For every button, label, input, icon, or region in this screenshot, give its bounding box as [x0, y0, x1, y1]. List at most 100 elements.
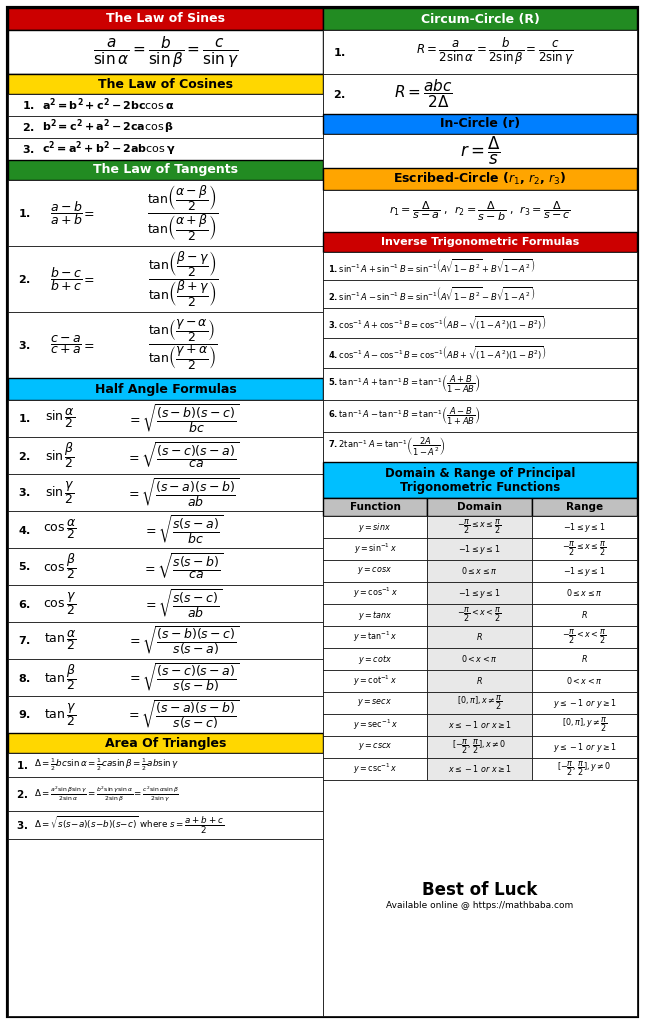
- Text: $\mathbf{5.}$: $\mathbf{5.}$: [18, 560, 31, 572]
- Text: $R = \dfrac{a}{2\sin\alpha} = \dfrac{b}{2\sin\beta} = \dfrac{c}{2\sin\gamma}$: $R = \dfrac{a}{2\sin\alpha} = \dfrac{b}{…: [416, 37, 574, 68]
- Text: $y = \sec^{-1}x$: $y = \sec^{-1}x$: [353, 718, 397, 732]
- Text: $R$: $R$: [581, 653, 588, 665]
- Text: $x \leq -1\ or\ x \geq 1$: $x \leq -1\ or\ x \geq 1$: [448, 720, 511, 730]
- Bar: [323, 338, 637, 368]
- Bar: [8, 400, 323, 437]
- Text: $\dfrac{c-a}{c+a}$: $\dfrac{c-a}{c+a}$: [50, 334, 82, 356]
- Text: $\mathbf{9.}$: $\mathbf{9.}$: [18, 709, 31, 721]
- Bar: [323, 582, 427, 604]
- Bar: [323, 168, 637, 190]
- Text: $=$: $=$: [81, 339, 95, 351]
- Text: $-\dfrac{\pi}{2} \leq x \leq \dfrac{\pi}{2}$: $-\dfrac{\pi}{2} \leq x \leq \dfrac{\pi}…: [562, 540, 607, 558]
- Text: $y \leq -1\ or\ y \geq 1$: $y \leq -1\ or\ y \geq 1$: [553, 740, 617, 754]
- Bar: [8, 777, 323, 811]
- Bar: [427, 736, 532, 758]
- Bar: [323, 74, 637, 114]
- Bar: [8, 8, 323, 30]
- Text: $= \sqrt{\dfrac{(s-b)(s-c)}{bc}}$: $= \sqrt{\dfrac{(s-b)(s-c)}{bc}}$: [127, 402, 239, 435]
- Text: In-Circle (r): In-Circle (r): [440, 118, 520, 130]
- Bar: [427, 582, 532, 604]
- Text: Domain: Domain: [457, 502, 502, 512]
- Text: $\mathbf{3.}$: $\mathbf{3.}$: [18, 486, 31, 499]
- Text: $y = \cos^{-1}x$: $y = \cos^{-1}x$: [353, 586, 397, 600]
- Text: $R$: $R$: [476, 632, 483, 642]
- Text: $-1 \leq y \leq 1$: $-1 \leq y \leq 1$: [458, 587, 501, 599]
- Text: $\dfrac{a}{\sin\alpha} = \dfrac{b}{\sin\beta} = \dfrac{c}{\sin\gamma}$: $\dfrac{a}{\sin\alpha} = \dfrac{b}{\sin\…: [93, 34, 239, 70]
- Bar: [323, 8, 325, 1016]
- Bar: [427, 758, 532, 780]
- Text: $y = cosx$: $y = cosx$: [357, 565, 393, 577]
- Text: $R$: $R$: [476, 676, 483, 686]
- Text: $\mathbf{2.}$: $\mathbf{2.}$: [22, 121, 35, 133]
- Text: $R = \dfrac{abc}{2\Delta}$: $R = \dfrac{abc}{2\Delta}$: [393, 78, 452, 111]
- Text: $0 \leq x \leq \pi$: $0 \leq x \leq \pi$: [461, 565, 498, 577]
- Bar: [323, 8, 637, 30]
- Text: $\Delta = \sqrt{s(s\!-\!a)(s\!-\!b)(s\!-\!c)}$ where $s = \dfrac{a+b+c}{2}$: $\Delta = \sqrt{s(s\!-\!a)(s\!-\!b)(s\!-…: [34, 814, 224, 836]
- Text: $\mathbf{6.}$: $\mathbf{6.}$: [18, 597, 31, 609]
- Bar: [532, 714, 637, 736]
- Text: $\mathbf{1.}$: $\mathbf{1.}$: [16, 759, 28, 771]
- Text: $\Delta = \frac{1}{2}bc\sin\alpha = \frac{1}{2}ca\sin\beta = \frac{1}{2}ab\sin\g: $\Delta = \frac{1}{2}bc\sin\alpha = \fra…: [34, 757, 179, 773]
- Bar: [427, 648, 532, 670]
- Bar: [323, 432, 637, 462]
- Bar: [8, 839, 323, 1016]
- Bar: [8, 30, 323, 74]
- Bar: [323, 190, 637, 232]
- Text: $= \sqrt{\dfrac{(s-b)(s-c)}{s(s-a)}}$: $= \sqrt{\dfrac{(s-b)(s-c)}{s(s-a)}}$: [126, 625, 239, 656]
- Bar: [323, 692, 427, 714]
- Bar: [8, 116, 323, 138]
- Text: $\mathbf{8.}$: $\mathbf{8.}$: [18, 672, 31, 683]
- Bar: [323, 538, 427, 560]
- Text: $\mathbf{6.}\tan^{-1}A-\tan^{-1}B=\tan^{-1}\!\left(\dfrac{A-B}{1+AB}\right)$: $\mathbf{6.}\tan^{-1}A-\tan^{-1}B=\tan^{…: [328, 406, 481, 427]
- Text: $\mathbf{3.}$: $\mathbf{3.}$: [22, 143, 35, 155]
- Text: $-\dfrac{\pi}{2} \leq x \leq \dfrac{\pi}{2}$: $-\dfrac{\pi}{2} \leq x \leq \dfrac{\pi}…: [457, 518, 502, 537]
- Text: $\mathbf{1.}\sin^{-1}A+\sin^{-1}B=\sin^{-1}\!\left(A\sqrt{1-B^2}+B\sqrt{1-A^2}\r: $\mathbf{1.}\sin^{-1}A+\sin^{-1}B=\sin^{…: [328, 257, 535, 274]
- Bar: [8, 733, 323, 753]
- Text: $= \sqrt{\dfrac{(s-c)(s-a)}{s(s-b)}}$: $= \sqrt{\dfrac{(s-c)(s-a)}{s(s-b)}}$: [127, 662, 239, 694]
- Bar: [323, 670, 427, 692]
- Bar: [8, 548, 323, 585]
- Text: $\mathbf{b^2 = c^2 + a^2 - 2ca\cos\beta}$: $\mathbf{b^2 = c^2 + a^2 - 2ca\cos\beta}…: [42, 118, 174, 136]
- Text: $\mathbf{c^2 = a^2 + b^2 - 2ab\cos\gamma}$: $\mathbf{c^2 = a^2 + b^2 - 2ab\cos\gamma…: [42, 139, 175, 159]
- Bar: [323, 780, 637, 1016]
- Text: $\dfrac{\tan\!\left(\dfrac{\gamma-\alpha}{2}\right)}{\tan\!\left(\dfrac{\gamma+\: $\dfrac{\tan\!\left(\dfrac{\gamma-\alpha…: [148, 317, 217, 373]
- Bar: [427, 538, 532, 560]
- Text: $-1 \leq y \leq 1$: $-1 \leq y \leq 1$: [563, 520, 606, 534]
- Text: $\mathbf{1.}$: $\mathbf{1.}$: [22, 99, 35, 111]
- Text: Available online @ https://mathbaba.com: Available online @ https://mathbaba.com: [386, 901, 573, 910]
- Text: Area Of Triangles: Area Of Triangles: [104, 736, 226, 750]
- Text: Trigonometric Functions: Trigonometric Functions: [400, 481, 560, 495]
- Bar: [427, 498, 532, 516]
- Text: $-\dfrac{\pi}{2} < x < \dfrac{\pi}{2}$: $-\dfrac{\pi}{2} < x < \dfrac{\pi}{2}$: [562, 628, 607, 646]
- Bar: [427, 692, 532, 714]
- Text: Inverse Trigonometric Formulas: Inverse Trigonometric Formulas: [381, 237, 579, 247]
- Bar: [323, 626, 427, 648]
- Text: $\dfrac{\tan\!\left(\dfrac{\beta-\gamma}{2}\right)}{\tan\!\left(\dfrac{\beta+\ga: $\dfrac{\tan\!\left(\dfrac{\beta-\gamma}…: [148, 249, 218, 309]
- Bar: [323, 714, 427, 736]
- Bar: [532, 516, 637, 538]
- Text: $\dfrac{b-c}{b+c}$: $\dfrac{b-c}{b+c}$: [50, 265, 82, 293]
- Bar: [323, 232, 637, 252]
- Text: $y = \csc^{-1}x$: $y = \csc^{-1}x$: [353, 762, 397, 776]
- Text: $\mathbf{4.}$: $\mathbf{4.}$: [18, 523, 31, 536]
- Bar: [8, 622, 323, 659]
- Bar: [323, 560, 427, 582]
- Text: $\mathbf{7.}2\tan^{-1}A=\tan^{-1}\!\left(\dfrac{2A}{1-A^2}\right)$: $\mathbf{7.}2\tan^{-1}A=\tan^{-1}\!\left…: [328, 436, 445, 458]
- Bar: [323, 30, 637, 74]
- Text: $= \sqrt{\dfrac{(s-a)(s-b)}{ab}}$: $= \sqrt{\dfrac{(s-a)(s-b)}{ab}}$: [126, 476, 239, 509]
- Bar: [323, 252, 637, 280]
- Bar: [8, 585, 323, 622]
- Bar: [8, 94, 323, 116]
- Text: $= \sqrt{\dfrac{s(s-b)}{ca}}$: $= \sqrt{\dfrac{s(s-b)}{ca}}$: [142, 552, 224, 582]
- Bar: [8, 659, 323, 696]
- Text: $\mathbf{3.}$: $\mathbf{3.}$: [18, 339, 31, 351]
- Text: $\cos\dfrac{\beta}{2}$: $\cos\dfrac{\beta}{2}$: [43, 552, 77, 582]
- Bar: [427, 714, 532, 736]
- Text: The Law of Cosines: The Law of Cosines: [98, 78, 233, 90]
- Text: $\cos\dfrac{\alpha}{2}$: $\cos\dfrac{\alpha}{2}$: [43, 517, 77, 542]
- Bar: [8, 753, 323, 777]
- Text: $\sin\dfrac{\alpha}{2}$: $\sin\dfrac{\alpha}{2}$: [45, 407, 75, 430]
- Text: $y = cotx$: $y = cotx$: [358, 652, 392, 666]
- Text: $\dfrac{\tan\!\left(\dfrac{\alpha-\beta}{2}\right)}{\tan\!\left(\dfrac{\alpha+\b: $\dfrac{\tan\!\left(\dfrac{\alpha-\beta}…: [148, 183, 219, 243]
- Bar: [532, 758, 637, 780]
